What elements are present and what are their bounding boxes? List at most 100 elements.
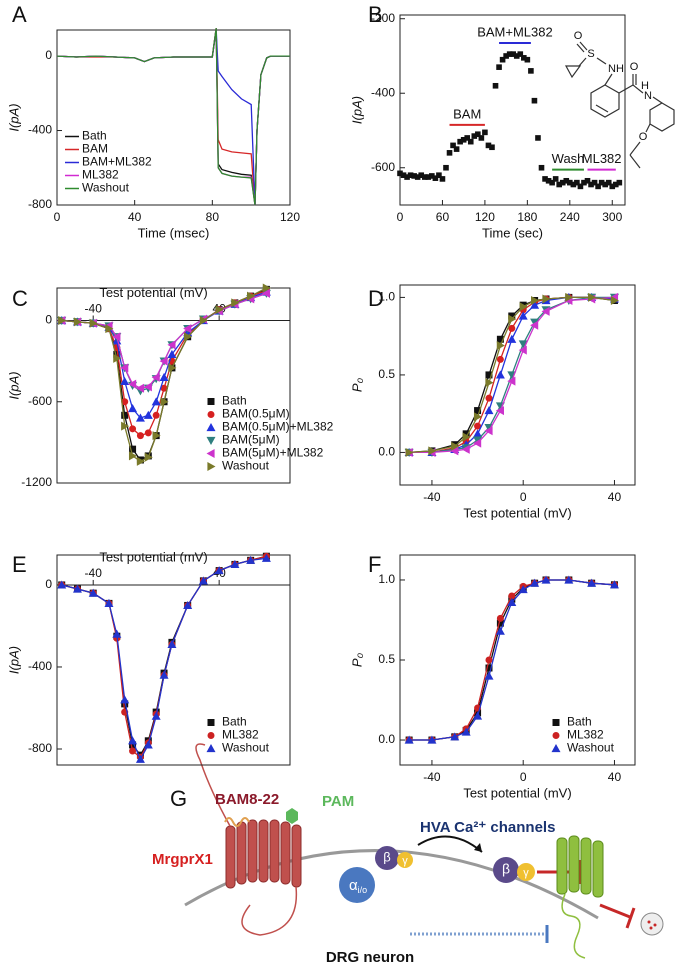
legend-label: Washout <box>222 459 270 473</box>
data-point <box>407 172 414 178</box>
legend-label: Washout <box>567 741 615 755</box>
data-point <box>521 55 527 61</box>
data-point <box>57 580 67 589</box>
x-axis-title: Test potential (mV) <box>99 285 207 300</box>
inhibition <box>599 903 631 919</box>
data-point <box>495 406 504 416</box>
legend-marker <box>552 719 560 726</box>
legend-label: BAM(5μM) <box>222 433 280 447</box>
receptor <box>225 819 302 889</box>
legend-marker <box>206 744 216 753</box>
data-point <box>143 740 153 749</box>
g-beta-label: β <box>383 849 390 864</box>
data-point <box>507 334 517 343</box>
data-point <box>88 588 98 597</box>
data-point <box>457 138 463 145</box>
x-tick-label: 0 <box>397 210 404 224</box>
legend-label: Washout <box>222 741 270 755</box>
data-point <box>496 340 505 350</box>
data-point <box>556 181 562 188</box>
data-point <box>143 410 153 419</box>
y-tick-label: 0 <box>45 48 52 62</box>
data-point <box>473 412 483 422</box>
y-tick-label: 0.0 <box>378 445 395 459</box>
data-point <box>120 695 130 704</box>
data-point <box>451 441 460 451</box>
data-point <box>135 383 145 393</box>
data-point <box>508 324 516 332</box>
data-point <box>484 406 494 415</box>
data-point <box>246 555 256 564</box>
pam-label: PAM <box>322 793 354 810</box>
y-tick-label: 0.5 <box>378 652 395 666</box>
ligand-icon <box>224 817 250 827</box>
data-point <box>541 306 550 316</box>
data-point <box>496 335 504 343</box>
g-beta <box>375 846 399 870</box>
ligand-label: BAM8-22 <box>215 791 279 808</box>
data-point <box>518 340 528 349</box>
data-point <box>474 407 482 415</box>
data-point <box>496 64 502 70</box>
data-point <box>462 432 471 442</box>
panel-label: E <box>12 552 27 577</box>
data-point <box>518 585 528 594</box>
data-point <box>112 332 121 342</box>
y-tick-label: -200 <box>371 11 395 25</box>
data-point <box>421 174 428 180</box>
data-point <box>605 179 612 186</box>
data-point <box>167 349 177 358</box>
data-point <box>484 671 494 680</box>
receptor-loop <box>241 886 298 936</box>
data-point <box>400 172 407 178</box>
data-point <box>151 711 161 720</box>
data-point <box>538 164 545 171</box>
legend-label: BAM+ML382 <box>82 155 152 169</box>
atom-label: N <box>644 90 652 102</box>
data-point <box>610 296 619 306</box>
y-tick-label: -600 <box>28 394 52 408</box>
plot-frame <box>399 14 626 206</box>
series-line <box>409 296 615 454</box>
x-axis-title: Time (sec) <box>482 225 543 240</box>
data-point <box>570 181 577 188</box>
legend-marker <box>551 744 561 753</box>
channel-label: HVA Ca²⁺ channels <box>420 819 555 836</box>
data-point <box>475 131 481 138</box>
data-point <box>602 181 608 188</box>
legend-label: Bath <box>222 394 247 408</box>
data-point <box>144 429 152 437</box>
data-point <box>411 173 417 179</box>
panel-label: D <box>368 286 384 311</box>
legend-marker <box>207 719 215 726</box>
data-point <box>214 566 224 575</box>
data-point <box>144 452 153 462</box>
data-point <box>428 446 437 456</box>
y-tick-label: -800 <box>28 197 52 211</box>
series-line <box>61 557 267 761</box>
data-point <box>542 294 551 304</box>
channel-tail <box>561 893 586 959</box>
data-point <box>432 175 439 181</box>
data-point <box>121 700 129 708</box>
y-axis-title: I(pA) <box>6 103 21 131</box>
legend-marker <box>206 436 216 445</box>
data-point <box>167 639 177 649</box>
data-point <box>152 411 160 419</box>
data-point <box>105 324 114 334</box>
y-tick-label: 1.0 <box>378 290 395 304</box>
data-point <box>461 444 470 454</box>
plot-frame <box>56 554 291 766</box>
data-point <box>484 426 493 436</box>
y-axis-title: I(pA) <box>6 646 21 674</box>
y-axis-title: P₀ <box>349 652 364 667</box>
data-point <box>496 355 504 363</box>
data-point <box>588 292 597 302</box>
data-point <box>143 382 152 392</box>
data-point <box>609 183 616 190</box>
data-point <box>247 291 256 301</box>
data-point <box>584 177 591 184</box>
data-point <box>183 324 192 334</box>
data-point <box>121 411 129 419</box>
data-point <box>104 598 114 607</box>
